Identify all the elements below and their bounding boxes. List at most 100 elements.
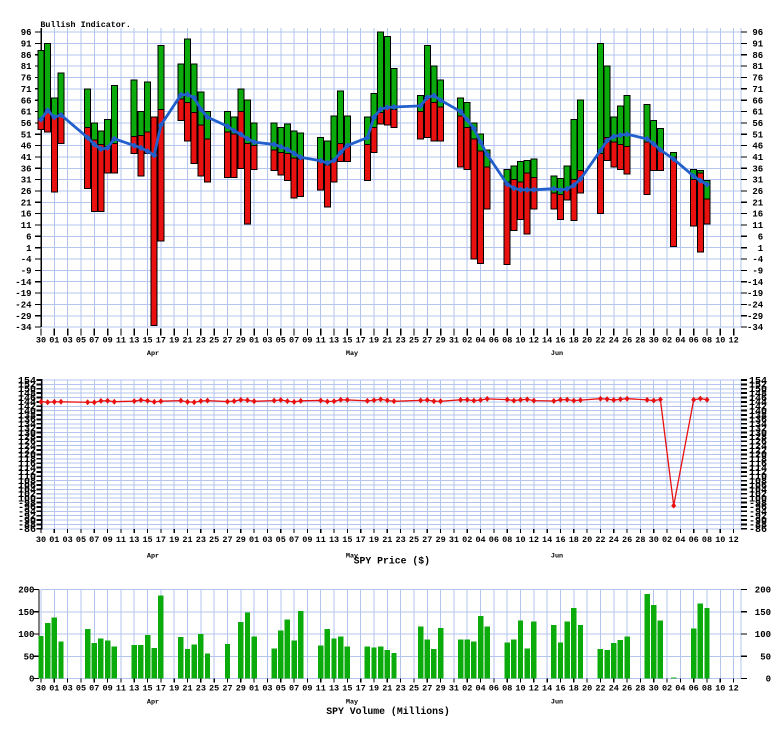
svg-text:23: 23 [196,684,206,694]
svg-text:08: 08 [502,336,512,346]
svg-text:07: 07 [289,535,299,545]
svg-text:07: 07 [89,336,99,346]
svg-text:26: 26 [752,187,763,197]
svg-text:51: 51 [21,130,32,140]
svg-text:100: 100 [18,494,36,505]
svg-text:03: 03 [262,336,272,346]
svg-text:114: 114 [749,464,767,475]
svg-text:15: 15 [342,535,352,545]
svg-text:03: 03 [63,336,73,346]
svg-text:23: 23 [396,535,406,545]
svg-text:-19: -19 [15,289,31,299]
svg-text:154: 154 [749,376,767,387]
svg-text:08: 08 [702,336,712,346]
svg-text:24: 24 [609,535,619,545]
svg-text:-96: -96 [749,503,767,514]
svg-text:01: 01 [49,336,59,346]
svg-text:128: 128 [18,433,36,444]
svg-text:91: 91 [21,40,32,50]
svg-text:11: 11 [116,684,126,694]
svg-text:25: 25 [409,684,419,694]
svg-text:21: 21 [382,336,392,346]
svg-text:-19: -19 [747,289,763,299]
svg-text:13: 13 [329,684,339,694]
svg-text:146: 146 [749,394,767,405]
svg-text:51: 51 [752,130,763,140]
svg-text:15: 15 [142,535,152,545]
svg-text:19: 19 [369,684,379,694]
svg-text:25: 25 [409,336,419,346]
svg-text:25: 25 [409,535,419,545]
svg-text:12: 12 [729,535,739,545]
svg-text:-88: -88 [749,521,767,532]
svg-text:136: 136 [18,416,36,427]
svg-text:03: 03 [63,535,73,545]
svg-text:17: 17 [356,535,366,545]
svg-text:22: 22 [595,684,605,694]
svg-text:56: 56 [21,119,32,129]
svg-text:31: 31 [752,176,763,186]
svg-text:50: 50 [760,652,771,662]
svg-text:23: 23 [196,535,206,545]
svg-text:130: 130 [18,429,36,440]
svg-text:71: 71 [21,85,32,95]
svg-text:29: 29 [435,684,445,694]
svg-text:108: 108 [749,477,767,488]
svg-text:May: May [346,699,358,707]
svg-text:28: 28 [635,684,645,694]
svg-text:61: 61 [21,108,32,118]
svg-text:09: 09 [302,684,312,694]
svg-text:-24: -24 [15,301,32,311]
svg-text:21: 21 [382,535,392,545]
svg-text:25: 25 [209,336,219,346]
svg-text:114: 114 [18,464,36,475]
svg-text:26: 26 [622,336,632,346]
svg-text:23: 23 [396,684,406,694]
svg-text:41: 41 [21,153,32,163]
svg-text:-29: -29 [747,312,763,322]
svg-text:06: 06 [489,336,499,346]
svg-text:-90: -90 [749,516,767,527]
svg-text:21: 21 [382,684,392,694]
svg-text:13: 13 [129,535,139,545]
svg-text:11: 11 [316,684,326,694]
svg-text:11: 11 [316,535,326,545]
svg-text:21: 21 [182,684,192,694]
svg-text:112: 112 [18,468,36,479]
svg-text:134: 134 [749,420,767,431]
svg-text:17: 17 [156,336,166,346]
svg-text:29: 29 [236,684,246,694]
svg-text:108: 108 [18,477,36,488]
svg-text:106: 106 [18,481,36,492]
svg-text:12: 12 [529,535,539,545]
svg-text:27: 27 [222,684,232,694]
svg-text:04: 04 [675,336,685,346]
svg-text:150: 150 [755,608,771,618]
svg-text:19: 19 [369,535,379,545]
svg-text:-94: -94 [18,508,36,519]
svg-text:-86: -86 [749,525,767,536]
svg-text:May: May [346,350,358,358]
svg-text:24: 24 [609,336,619,346]
svg-text:09: 09 [102,684,112,694]
svg-text:18: 18 [569,336,579,346]
svg-text:21: 21 [752,198,763,208]
svg-text:20: 20 [582,336,592,346]
svg-text:18: 18 [569,535,579,545]
svg-text:126: 126 [749,438,767,449]
svg-text:81: 81 [752,62,763,72]
svg-text:138: 138 [749,411,767,422]
svg-text:140: 140 [749,407,767,418]
svg-text:-88: -88 [18,521,36,532]
svg-text:09: 09 [102,535,112,545]
svg-text:6: 6 [758,232,763,242]
svg-text:21: 21 [182,535,192,545]
svg-text:03: 03 [63,684,73,694]
svg-text:21: 21 [21,198,32,208]
svg-text:128: 128 [749,433,767,444]
svg-text:118: 118 [18,455,36,466]
svg-text:03: 03 [262,684,272,694]
svg-text:16: 16 [555,336,565,346]
svg-text:46: 46 [21,142,32,152]
svg-text:Apr: Apr [147,699,159,707]
